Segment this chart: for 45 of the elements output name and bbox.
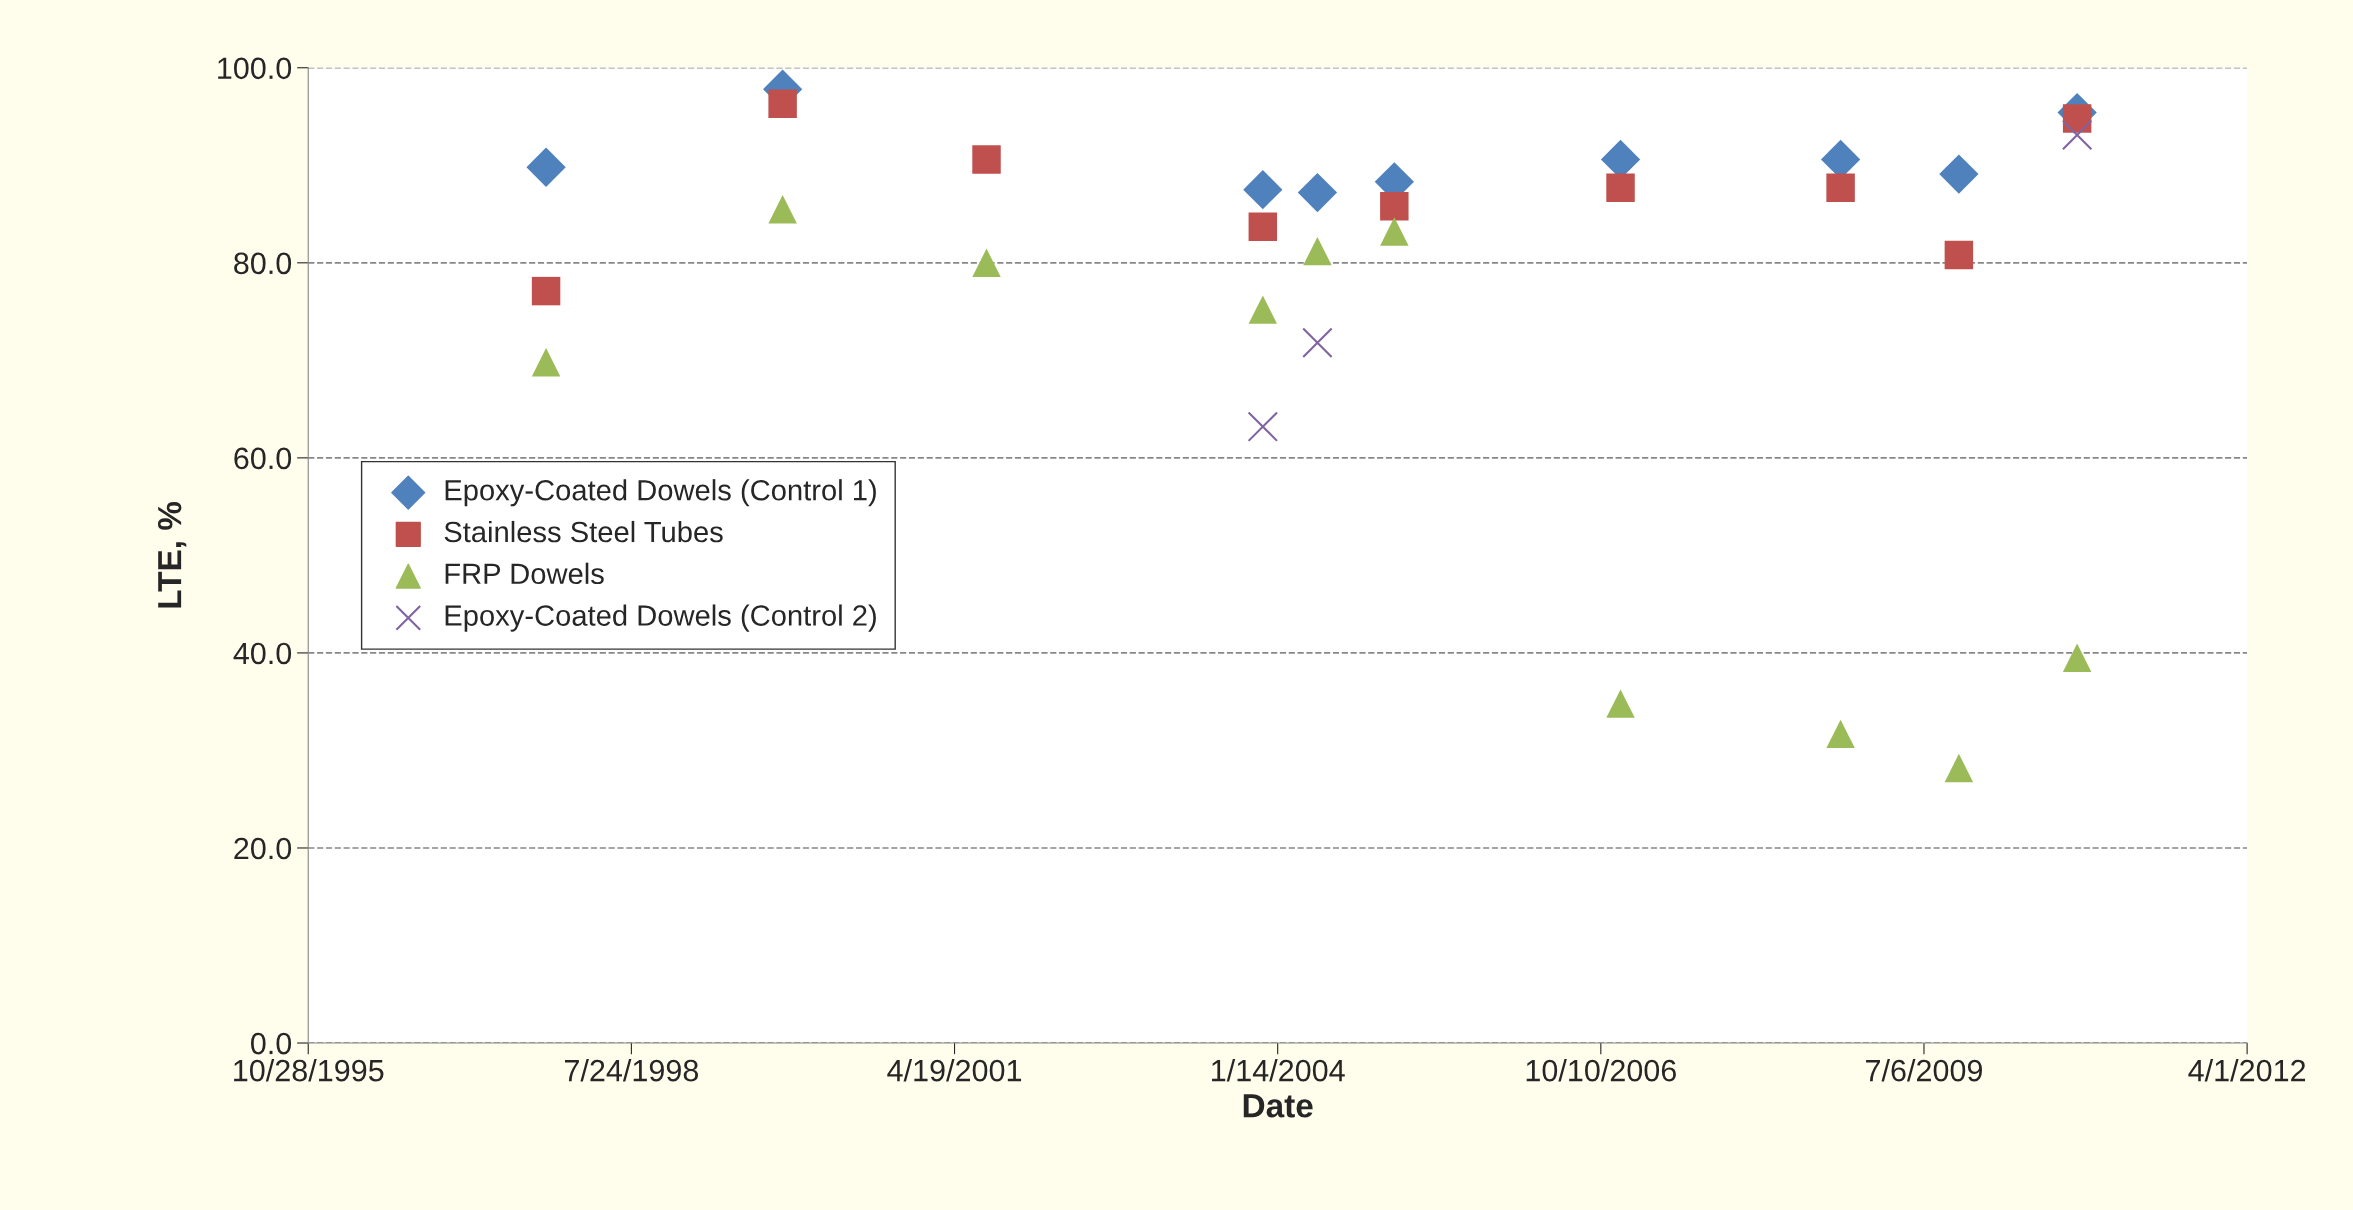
- x-tick-label: 1/14/2004: [1212, 1058, 1345, 1082]
- x-tick-label: 7/6/2009: [1866, 1058, 1982, 1082]
- legend-label: Stainless Steel Tubes: [444, 520, 723, 543]
- legend-label: Epoxy-Coated Dowels (Control 1): [445, 479, 876, 507]
- point: [531, 348, 561, 377]
- point: [1243, 170, 1283, 210]
- point: [526, 147, 566, 187]
- y-tick-label: 20.0: [234, 837, 292, 860]
- point: [2062, 643, 2092, 673]
- point: [1606, 173, 1635, 202]
- legend-label: FRP Dowels: [445, 562, 604, 585]
- point: [1939, 154, 1979, 194]
- point: [1248, 295, 1278, 324]
- point: [1380, 192, 1409, 221]
- y-tick-label: 100.0: [218, 57, 292, 80]
- x-tick-label: 10/28/1995: [234, 1058, 384, 1082]
- x-tick-label: 4/1/2012: [2188, 1058, 2306, 1082]
- point: [1826, 719, 1855, 749]
- y-tick-label: 0.0: [250, 1032, 292, 1055]
- y-tick-label: 60.0: [234, 447, 292, 470]
- y-axis-title: LTE, %: [157, 501, 187, 608]
- point: [1826, 173, 1855, 202]
- x-tick-label: 4/19/2001: [887, 1058, 1022, 1082]
- point: [1606, 689, 1635, 718]
- x-tick-label: 10/10/2006: [1526, 1058, 1676, 1082]
- point: [768, 89, 797, 119]
- point: [972, 248, 1001, 278]
- point: [531, 276, 561, 306]
- point: [1302, 327, 1333, 359]
- point: [972, 145, 1001, 174]
- point: [1944, 753, 1974, 783]
- point: [2061, 119, 2093, 151]
- point: [768, 194, 797, 224]
- point: [1297, 172, 1338, 213]
- point: [1380, 217, 1409, 246]
- point: [1303, 236, 1332, 266]
- x-tick-label: 7/24/1998: [564, 1058, 699, 1082]
- x-axis-title: Date: [1243, 1094, 1313, 1118]
- point: [2062, 104, 2092, 133]
- y-tick-label: 40.0: [233, 642, 292, 665]
- legend-label: Epoxy-Coated Dowels (Control 2): [445, 604, 876, 632]
- y-tick-label: 80.0: [234, 252, 292, 275]
- point: [1944, 240, 1974, 270]
- point: [1248, 212, 1278, 241]
- point: [1247, 411, 1279, 442]
